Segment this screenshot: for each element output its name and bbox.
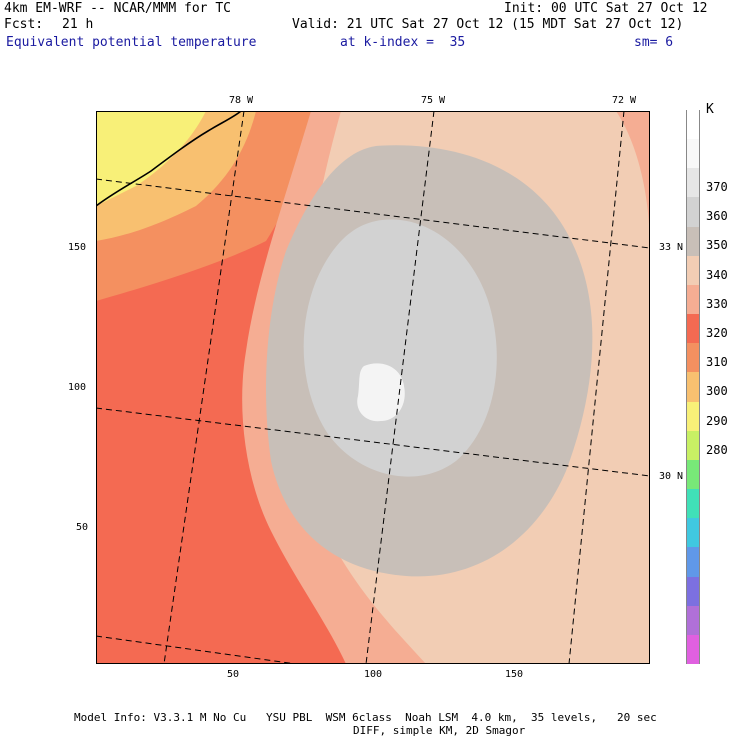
colorbar-swatch — [686, 431, 700, 461]
colorbar-swatch — [686, 285, 700, 315]
colorbar — [686, 110, 700, 664]
valid-time: Valid: 21 UTC Sat 27 Oct 12 (15 MDT Sat … — [292, 18, 683, 32]
colorbar-swatch — [686, 460, 700, 490]
colorbar-label: 290 — [706, 415, 728, 427]
colorbar-label: 360 — [706, 210, 728, 222]
y-tick-50: 50 — [76, 523, 88, 533]
contour-370 — [357, 363, 405, 421]
y-tick-100: 100 — [68, 383, 86, 393]
colorbar-swatch — [686, 139, 700, 169]
colorbar-swatch — [686, 227, 700, 257]
colorbar-swatch — [686, 547, 700, 577]
forecast-label: Fcst: — [4, 18, 43, 32]
colorbar-swatch — [686, 518, 700, 548]
colorbar-swatch — [686, 635, 700, 665]
y-tick-150: 150 — [68, 243, 86, 253]
colorbar-swatch — [686, 110, 700, 140]
colorbar-swatch — [686, 402, 700, 432]
lon-label-78w: 78 W — [229, 96, 253, 106]
colorbar-swatch — [686, 197, 700, 227]
lat-label-30n: 30 N — [659, 472, 683, 482]
colorbar-swatch — [686, 372, 700, 402]
colorbar-swatch — [686, 489, 700, 519]
colorbar-swatch — [686, 314, 700, 344]
colorbar-unit: K — [706, 104, 714, 116]
colorbar-label: 280 — [706, 444, 728, 456]
colorbar-swatch — [686, 168, 700, 198]
colorbar-label: 300 — [706, 385, 728, 397]
model-title: 4km EM-WRF -- NCAR/MMM for TC — [4, 2, 231, 16]
colorbar-swatch — [686, 256, 700, 286]
model-info: Model Info: V3.3.1 M No Cu YSU PBL WSM 6… — [74, 712, 657, 724]
model-info-line2: DIFF, simple KM, 2D Smagor — [353, 725, 525, 737]
x-tick-100: 100 — [364, 670, 382, 680]
colorbar-swatch — [686, 606, 700, 636]
colorbar-label: 340 — [706, 269, 728, 281]
x-tick-150: 150 — [505, 670, 523, 680]
colorbar-swatch — [686, 577, 700, 607]
lat-label-33n: 33 N — [659, 243, 683, 253]
colorbar-label: 320 — [706, 327, 728, 339]
lon-label-75w: 75 W — [421, 96, 445, 106]
x-tick-50: 50 — [227, 670, 239, 680]
colorbar-label: 330 — [706, 298, 728, 310]
level-index: at k-index = 35 — [340, 36, 465, 50]
colorbar-label: 350 — [706, 239, 728, 251]
forecast-hour: 21 h — [62, 18, 93, 32]
colorbar-swatch — [686, 343, 700, 373]
colorbar-label: 310 — [706, 356, 728, 368]
colorbar-label: 370 — [706, 181, 728, 193]
init-time: Init: 00 UTC Sat 27 Oct 12 — [504, 2, 708, 16]
lon-label-72w: 72 W — [612, 96, 636, 106]
field-name: Equivalent potential temperature — [6, 36, 256, 50]
smoothing: sm= 6 — [634, 36, 673, 50]
theta-e-map — [96, 111, 650, 664]
